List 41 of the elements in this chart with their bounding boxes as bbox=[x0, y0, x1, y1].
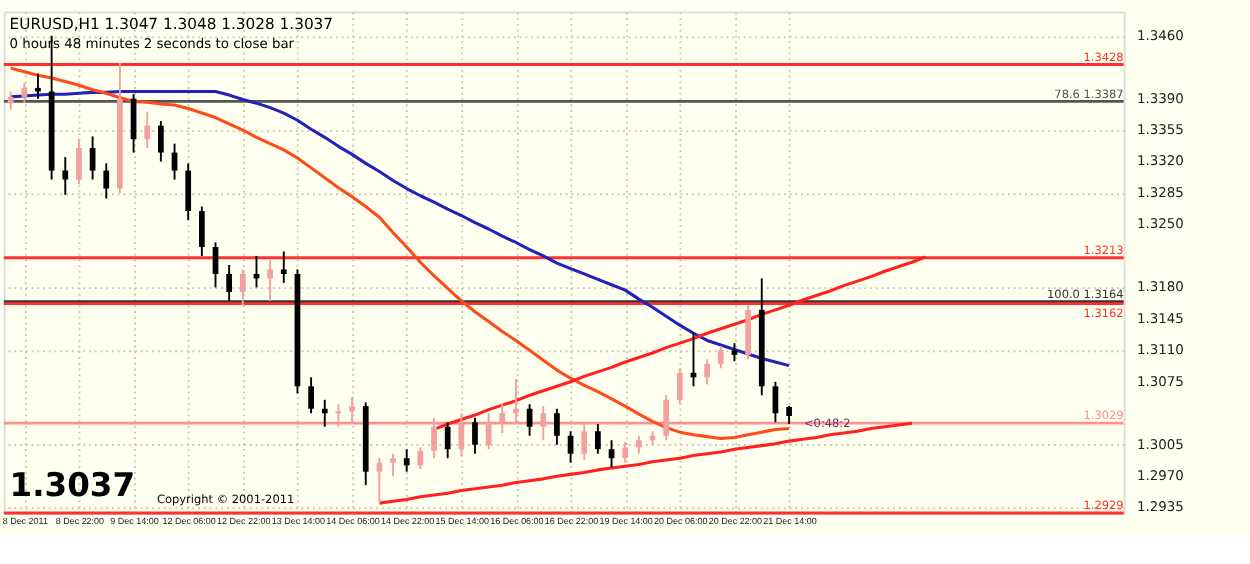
candlestick bbox=[676, 367, 683, 406]
candlestick bbox=[144, 111, 151, 150]
candlestick bbox=[185, 162, 192, 221]
candlestick bbox=[444, 421, 451, 460]
candlestick bbox=[417, 446, 424, 470]
candlestick bbox=[280, 250, 287, 284]
candlestick bbox=[103, 162, 110, 200]
candlestick bbox=[226, 263, 233, 302]
candlestick bbox=[499, 403, 506, 434]
candlestick bbox=[403, 448, 410, 473]
candlestick bbox=[198, 205, 205, 257]
candlestick bbox=[267, 259, 273, 302]
candlestick bbox=[704, 358, 711, 386]
annotation: EURUSD,H1 1.3047 1.3048 1.3028 1.3037 bbox=[9, 14, 334, 33]
annotation: 1.3037 bbox=[9, 465, 136, 504]
candlestick bbox=[321, 398, 328, 428]
candlestick bbox=[458, 412, 465, 458]
candlestick bbox=[308, 376, 314, 415]
candlestick bbox=[76, 138, 82, 186]
candlestick bbox=[390, 452, 396, 478]
candlestick bbox=[239, 268, 246, 307]
candlestick bbox=[595, 423, 601, 455]
candlestick bbox=[554, 407, 560, 446]
candlestick bbox=[663, 394, 670, 442]
candlestick bbox=[472, 416, 478, 455]
candlestick bbox=[62, 156, 69, 196]
candlestick bbox=[513, 378, 519, 424]
candlestick bbox=[335, 403, 342, 428]
line-series bbox=[9, 66, 791, 440]
line-series bbox=[9, 89, 791, 368]
candlestick bbox=[21, 81, 28, 105]
candlestick bbox=[485, 412, 492, 451]
candlestick bbox=[745, 304, 751, 361]
candlestick bbox=[581, 421, 588, 461]
line-series bbox=[377, 421, 914, 505]
candlestick bbox=[349, 396, 355, 425]
candlestick bbox=[717, 344, 724, 370]
candlestick bbox=[431, 416, 437, 460]
candlestick bbox=[540, 405, 547, 442]
candlestick bbox=[158, 120, 164, 163]
candlestick bbox=[622, 441, 629, 464]
